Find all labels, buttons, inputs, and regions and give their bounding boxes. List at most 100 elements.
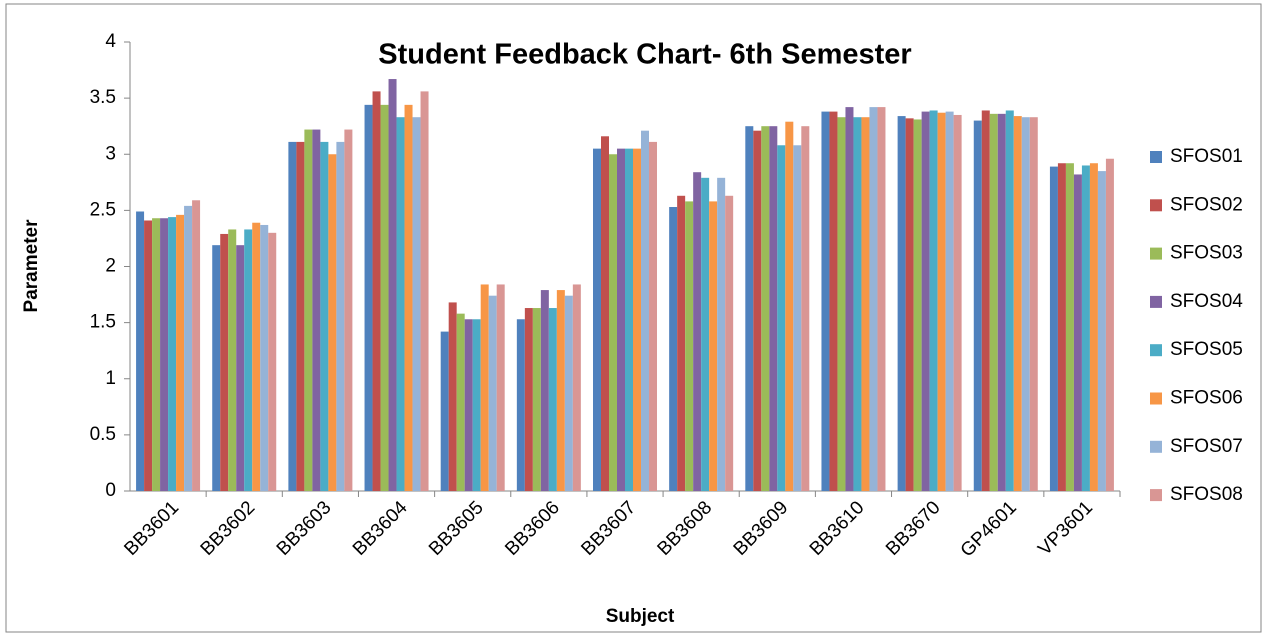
bar <box>288 141 297 491</box>
legend-label: SFOS02 <box>1170 194 1243 215</box>
bar <box>877 107 886 491</box>
bar <box>364 104 373 492</box>
bar <box>176 214 185 492</box>
bar <box>609 154 617 491</box>
bar <box>937 112 946 491</box>
bar <box>388 79 397 491</box>
bar <box>260 224 269 491</box>
bar <box>641 130 649 492</box>
bar <box>981 110 990 491</box>
bar <box>861 117 870 492</box>
bar <box>244 229 253 491</box>
bar <box>649 141 657 491</box>
bar <box>761 126 770 491</box>
bar <box>1073 174 1082 491</box>
bar <box>516 319 525 491</box>
bar <box>564 295 573 491</box>
bar <box>556 290 565 491</box>
bar <box>801 126 810 491</box>
bar <box>328 154 337 491</box>
legend-label: SFOS07 <box>1170 436 1243 457</box>
bar <box>625 148 633 491</box>
bar <box>945 111 954 491</box>
bar <box>1081 165 1090 491</box>
bar <box>829 111 838 491</box>
bar <box>184 205 193 491</box>
bar <box>753 130 762 492</box>
chart-title: Student Feedback Chart- 6th Semester <box>378 39 911 71</box>
bar <box>168 217 177 492</box>
bar <box>1097 171 1106 491</box>
bar <box>845 107 854 491</box>
bar <box>701 177 710 491</box>
bar <box>456 313 465 491</box>
bar <box>601 136 609 492</box>
legend-swatch <box>1150 344 1162 357</box>
bar <box>913 119 922 491</box>
bar <box>717 177 726 491</box>
bar <box>1005 110 1014 491</box>
y-tick-label: 3 <box>105 143 116 164</box>
legend-label: SFOS06 <box>1170 388 1243 409</box>
bar <box>1049 166 1058 491</box>
bar <box>160 218 169 492</box>
bar <box>953 114 962 492</box>
bar <box>853 117 862 492</box>
bar <box>420 91 429 491</box>
bar <box>412 117 421 492</box>
bar <box>572 284 581 491</box>
bar <box>1013 116 1022 492</box>
bar <box>677 195 686 491</box>
bar <box>136 211 145 491</box>
bar <box>1065 163 1074 492</box>
bar <box>593 148 601 491</box>
bar <box>929 110 938 491</box>
bar <box>220 233 229 491</box>
bar <box>997 113 1006 491</box>
bar <box>480 284 489 491</box>
bar <box>440 331 449 491</box>
bar <box>1029 117 1038 492</box>
bar <box>633 148 641 491</box>
bar <box>709 201 718 491</box>
bar <box>617 148 625 491</box>
bar <box>268 232 277 491</box>
bar <box>320 141 329 491</box>
bar <box>897 116 906 492</box>
y-tick-label: 2.5 <box>90 199 116 220</box>
bar <box>496 284 505 491</box>
bar <box>777 145 786 491</box>
bar <box>837 117 846 492</box>
bar <box>152 218 161 492</box>
bar <box>745 126 754 491</box>
bar <box>192 200 201 491</box>
y-tick-label: 2 <box>105 256 116 277</box>
bar <box>252 222 261 491</box>
bar <box>236 245 245 491</box>
y-tick-label: 0.5 <box>90 424 116 445</box>
bar <box>464 319 473 491</box>
y-tick-label: 0 <box>105 480 116 501</box>
bar <box>448 302 457 491</box>
bar <box>304 129 313 491</box>
bar <box>144 220 153 492</box>
bar <box>1057 163 1066 492</box>
y-tick-label: 3.5 <box>90 87 116 108</box>
legend-swatch <box>1150 392 1162 405</box>
bar <box>1089 163 1098 492</box>
bar <box>296 141 305 491</box>
bar <box>989 113 998 491</box>
legend-swatch <box>1150 489 1162 502</box>
bar <box>380 104 389 492</box>
y-tick-label: 4 <box>105 31 116 52</box>
bar <box>524 308 533 491</box>
bar <box>488 295 497 491</box>
bar <box>725 195 734 491</box>
bar <box>336 141 345 491</box>
bar <box>685 201 694 491</box>
legend-swatch <box>1150 199 1162 212</box>
bar <box>693 172 702 491</box>
legend-label: SFOS01 <box>1170 146 1243 167</box>
bar <box>372 91 381 491</box>
bar <box>472 319 481 491</box>
